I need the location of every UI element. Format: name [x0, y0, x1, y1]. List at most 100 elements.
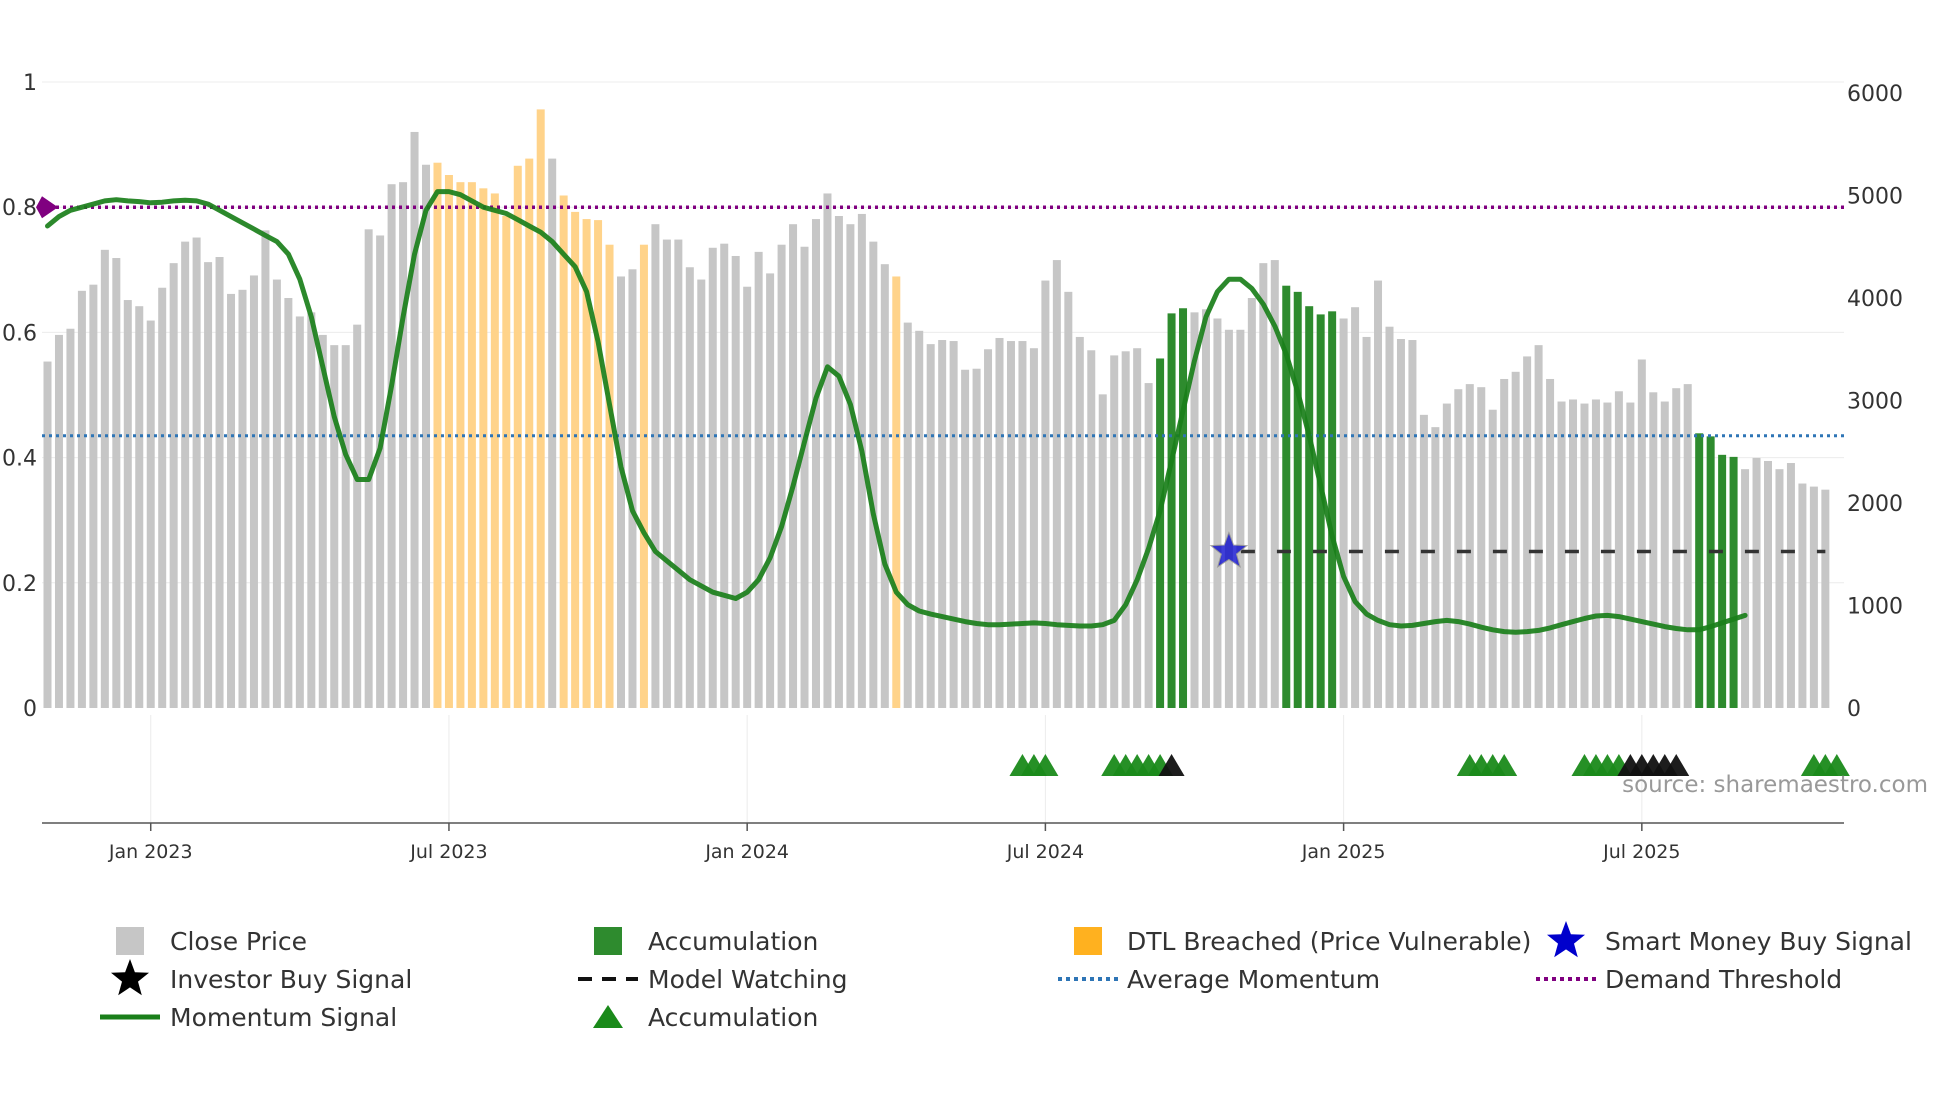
close-price-bar: [1477, 387, 1486, 708]
accumulation-bar: [1718, 454, 1727, 708]
close-price-bar: [272, 279, 281, 708]
x-axis-tick-label: Jul 2023: [409, 841, 487, 863]
close-price-bar: [1408, 340, 1417, 708]
close-price-bar: [800, 246, 809, 708]
close-price-bar: [1133, 348, 1142, 708]
close-price-bar: [1236, 329, 1245, 708]
close-price-bar: [754, 251, 763, 708]
left-axis-tick-label: 0: [23, 697, 37, 722]
close-price-bar: [353, 324, 362, 708]
left-axis-tick-label: 1: [23, 71, 37, 96]
close-price-bar: [1224, 329, 1233, 708]
legend-label: Close Price: [170, 927, 307, 956]
close-price-bar: [295, 316, 304, 708]
close-price-bar: [972, 368, 981, 708]
close-price-bar: [330, 345, 339, 708]
close-price-bar: [834, 216, 843, 708]
close-price-bar: [1672, 388, 1681, 708]
accumulation-triangle-icon: [1158, 754, 1185, 776]
close-price-bar: [1580, 403, 1589, 708]
close-price-bar: [204, 262, 213, 708]
close-price-bar: [1110, 355, 1119, 708]
close-price-bar: [1741, 469, 1750, 708]
black-star-icon: [111, 959, 149, 996]
dtl-breached-bar: [433, 162, 442, 708]
close-price-bar: [674, 239, 683, 708]
close-price-bar: [938, 340, 947, 708]
accumulation-triangle-icon: [1663, 754, 1690, 776]
left-axis-tick-label: 0.4: [2, 447, 37, 472]
close-price-bar: [1764, 460, 1772, 708]
close-price-bar: [1649, 392, 1658, 708]
x-axis-tick-label: Jan 2024: [704, 841, 789, 863]
legend-item: Accumulation: [594, 927, 818, 956]
right-axis-tick-label: 0: [1847, 697, 1861, 722]
accumulation-markers: [1009, 754, 1850, 776]
close-price-bar: [1052, 260, 1061, 708]
close-price-bar: [1041, 280, 1050, 708]
blue-star-icon: [1547, 921, 1585, 958]
accumulation-triangle-icon: [1491, 754, 1518, 776]
legend-label: Smart Money Buy Signal: [1605, 927, 1912, 956]
accumulation-bar: [1729, 456, 1738, 708]
close-price-bar: [880, 264, 889, 708]
close-price-bar: [1270, 260, 1279, 708]
close-price-bar: [1339, 318, 1348, 708]
legend-label: Model Watching: [648, 965, 848, 994]
close-price-bar: [731, 255, 740, 708]
close-price-bar: [1442, 403, 1451, 708]
close-price-bar: [249, 275, 258, 708]
legend-label: Momentum Signal: [170, 1003, 397, 1032]
momentum-signal-line: [45, 189, 1748, 635]
close-price-bar: [995, 337, 1004, 708]
dtl-breached-bar: [559, 195, 568, 708]
close-price-bar: [1523, 356, 1532, 708]
close-price-bar: [1374, 280, 1383, 708]
legend-item: Close Price: [116, 927, 307, 956]
close-price-bar: [708, 247, 717, 708]
close-price-bar: [1213, 318, 1222, 708]
accumulation-bar: [1167, 313, 1176, 708]
close-price-bar: [410, 131, 419, 708]
close-price-bar: [341, 345, 350, 708]
right-axis-tick-label: 1000: [1847, 595, 1903, 620]
close-price-bar: [89, 284, 98, 708]
close-price-bar: [1821, 489, 1830, 708]
close-price-bar: [238, 289, 247, 708]
dtl-breached-bar: [536, 109, 545, 708]
close-price-bar: [284, 298, 293, 708]
close-price-bar: [112, 258, 121, 708]
dtl-breached-bar: [490, 193, 499, 708]
close-price-bar: [215, 257, 224, 708]
close-price-bar: [1247, 298, 1256, 708]
close-price-bar: [123, 300, 132, 708]
close-price-bar: [548, 158, 557, 709]
accumulation-triangle-icon: [1032, 754, 1059, 776]
close-price-bar: [1626, 402, 1635, 708]
close-price-bar: [1569, 399, 1578, 708]
close-price-bar: [77, 290, 86, 708]
close-price-bar: [926, 344, 935, 708]
close-price-bar: [685, 267, 694, 708]
close-price-bar: [135, 306, 144, 708]
close-price-bar: [766, 273, 775, 708]
legend-item: Momentum Signal: [100, 1003, 397, 1032]
dtl-breached-bar: [525, 158, 534, 709]
accumulation-bar: [1179, 308, 1188, 708]
close-price-bar: [777, 244, 786, 708]
close-price-bar: [227, 293, 236, 708]
legend-item: Smart Money Buy Signal: [1547, 921, 1912, 958]
close-price-bar: [1591, 399, 1600, 708]
legend-item: Accumulation: [593, 1003, 818, 1032]
close-price-bar: [387, 184, 396, 709]
close-price-bar: [1465, 384, 1474, 708]
close-price-bar: [1752, 457, 1761, 708]
dtl-breached-bar: [892, 276, 901, 708]
close-price-bar: [1511, 371, 1520, 708]
close-price-bar: [399, 182, 408, 709]
close-price-bar: [1500, 378, 1509, 708]
source-label: source: sharemaestro.com: [1622, 772, 1928, 798]
close-price-bar: [1064, 291, 1073, 708]
close-price-bar: [422, 164, 431, 708]
close-price-bar: [869, 241, 878, 708]
